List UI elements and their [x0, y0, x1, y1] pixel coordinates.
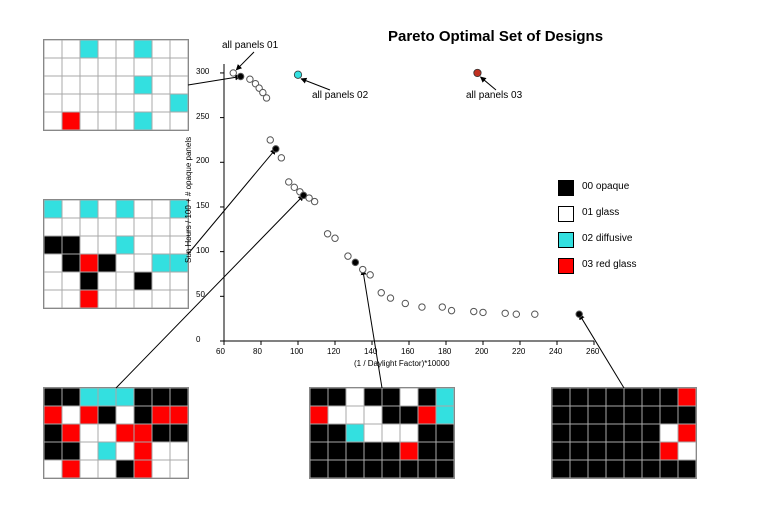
- design-4: [552, 388, 697, 479]
- callout-line: [188, 149, 276, 254]
- design-2: [44, 388, 189, 479]
- callout-line: [579, 314, 624, 388]
- pareto-point: [448, 307, 454, 313]
- pareto-point: [480, 309, 486, 315]
- callout-line: [188, 77, 241, 85]
- pareto-point: [576, 311, 582, 317]
- design-3: [310, 388, 455, 479]
- pareto-point: [402, 300, 408, 306]
- pareto-point: [513, 311, 519, 317]
- design-1: [44, 200, 189, 309]
- pareto-point: [367, 272, 373, 278]
- pareto-point: [532, 311, 538, 317]
- y-axis-label: Sun Hours / 100 + # opaque panels: [184, 136, 193, 262]
- pareto-point: [247, 76, 253, 82]
- pareto-point: [352, 259, 358, 265]
- pareto-point: [378, 290, 384, 296]
- design-0: [44, 40, 189, 131]
- pareto-point: [419, 304, 425, 310]
- pareto-point: [291, 184, 297, 190]
- reference-point: [294, 71, 301, 78]
- pareto-chart: [0, 0, 784, 520]
- pareto-point: [286, 179, 292, 185]
- pareto-point: [345, 253, 351, 259]
- pareto-point: [267, 137, 273, 143]
- pareto-point: [263, 95, 269, 101]
- reference-point: [474, 69, 481, 76]
- pareto-point: [230, 70, 236, 76]
- pareto-point: [237, 73, 243, 79]
- pareto-point: [502, 310, 508, 316]
- pareto-point: [332, 235, 338, 241]
- pareto-point: [273, 146, 279, 152]
- pareto-point: [387, 295, 393, 301]
- pareto-point: [311, 198, 317, 204]
- callout-line: [363, 270, 382, 388]
- pareto-point: [278, 155, 284, 161]
- pareto-point: [439, 304, 445, 310]
- pareto-point: [471, 308, 477, 314]
- pareto-point: [360, 266, 366, 272]
- pareto-point: [324, 231, 330, 237]
